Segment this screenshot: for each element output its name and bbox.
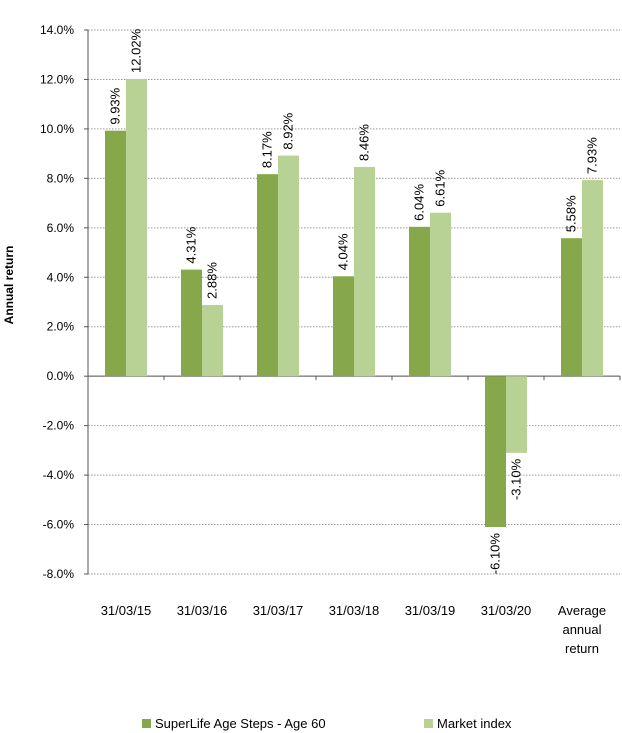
y-tick-label: -2.0% bbox=[43, 419, 75, 433]
legend-swatch-superlife bbox=[142, 719, 151, 728]
y-tick-label: -8.0% bbox=[43, 567, 75, 581]
bar-market-index bbox=[582, 180, 603, 377]
bar-superlife bbox=[485, 376, 506, 528]
y-tick-label: -6.0% bbox=[43, 518, 75, 532]
bar-superlife bbox=[105, 130, 126, 377]
x-tick-label: annual bbox=[562, 622, 601, 637]
x-tick-label: 31/03/17 bbox=[253, 603, 304, 618]
legend: SuperLife Age Steps - Age 60 Market inde… bbox=[0, 716, 622, 733]
bar-chart: 14.0% 12.0% 10.0% 8.0% 6.0% 4.0% 2.0% 0.0% -2.0%… bbox=[40, 23, 621, 656]
x-tick-label: 31/03/18 bbox=[329, 603, 380, 618]
legend-label-superlife: SuperLife Age Steps - Age 60 bbox=[155, 716, 326, 731]
y-tick-label: 14.0% bbox=[40, 23, 74, 37]
data-label: 8.46% bbox=[357, 124, 372, 161]
data-label: -6.10% bbox=[488, 533, 503, 575]
data-label: -3.10% bbox=[509, 458, 524, 500]
bar-market-index bbox=[278, 155, 299, 377]
bar-market-index bbox=[202, 304, 223, 377]
bar-superlife bbox=[561, 238, 582, 377]
data-label: 6.61% bbox=[433, 169, 448, 206]
bar-market-index bbox=[126, 78, 147, 377]
bar-market-index bbox=[430, 212, 451, 377]
y-tick-label: 0.0% bbox=[47, 369, 75, 383]
y-tick-label: 12.0% bbox=[40, 72, 74, 86]
bar-superlife bbox=[257, 174, 278, 377]
bar-superlife bbox=[181, 269, 202, 377]
y-tick-label: 8.0% bbox=[47, 171, 75, 185]
legend-item-superlife: SuperLife Age Steps - Age 60 bbox=[142, 716, 326, 731]
bar-market-index bbox=[506, 376, 527, 453]
y-tick-label: -4.0% bbox=[43, 468, 75, 482]
data-label: 4.04% bbox=[336, 233, 351, 270]
y-tick-label: 4.0% bbox=[47, 270, 75, 284]
legend-label-market-index: Market index bbox=[437, 716, 512, 731]
data-label: 2.88% bbox=[205, 262, 220, 299]
bar-superlife bbox=[333, 276, 354, 377]
x-tick-label: 31/03/15 bbox=[101, 603, 152, 618]
data-label: 7.93% bbox=[585, 137, 600, 174]
y-tick-label: 10.0% bbox=[40, 122, 74, 136]
bar-market-index bbox=[354, 166, 375, 377]
data-label: 8.92% bbox=[281, 112, 296, 149]
data-label: 6.04% bbox=[412, 184, 427, 221]
x-tick-label: 31/03/20 bbox=[481, 603, 532, 618]
x-tick-label: 31/03/19 bbox=[405, 603, 456, 618]
x-tick-label: return bbox=[565, 641, 599, 656]
data-label: 4.31% bbox=[184, 226, 199, 263]
x-tick-label: 31/03/16 bbox=[177, 603, 228, 618]
bar-superlife bbox=[409, 226, 430, 377]
y-tick-label: 2.0% bbox=[47, 320, 75, 334]
legend-swatch-market-index bbox=[424, 719, 433, 728]
data-label: 9.93% bbox=[108, 87, 123, 124]
legend-item-market-index: Market index bbox=[424, 716, 511, 731]
data-label: 8.17% bbox=[260, 131, 275, 168]
data-label: 5.58% bbox=[564, 195, 579, 232]
x-tick-label: Average bbox=[558, 603, 606, 618]
data-label: 12.02% bbox=[129, 28, 144, 73]
y-tick-label: 6.0% bbox=[47, 221, 75, 235]
y-axis-label: Annual return bbox=[2, 245, 16, 325]
